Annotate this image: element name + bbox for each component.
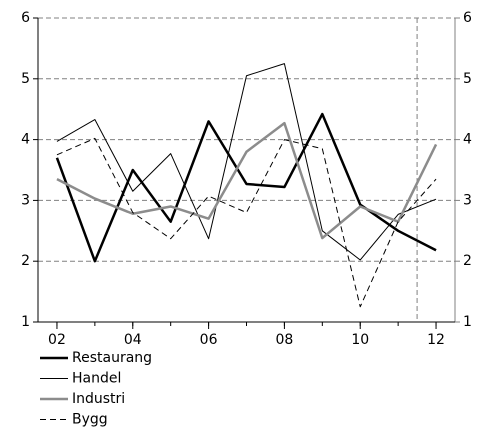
y-tick-label: 4 [21, 132, 30, 148]
y-tick-label: 3 [21, 192, 30, 208]
y2-tick-label: 6 [463, 10, 472, 26]
y-tick-label: 2 [21, 253, 30, 269]
legend-label: Industri [72, 391, 125, 407]
legend-label: Handel [72, 371, 121, 387]
legend-label: Bygg [72, 412, 108, 428]
x-tick-label: 06 [200, 332, 218, 348]
x-tick-label: 04 [124, 332, 142, 348]
y-tick-label: 1 [21, 314, 30, 330]
series-line [56, 137, 437, 308]
y2-tick-label: 4 [463, 132, 472, 148]
y-tick-label: 5 [21, 71, 30, 87]
x-tick-label: 02 [48, 332, 66, 348]
x-tick-label: 12 [427, 332, 445, 348]
legend-label: Restaurang [72, 350, 152, 366]
y2-tick-label: 1 [463, 314, 472, 330]
y2-tick-label: 5 [463, 71, 472, 87]
y2-tick-label: 2 [463, 253, 472, 269]
x-tick-label: 10 [351, 332, 369, 348]
series-line [55, 112, 437, 263]
y-tick-label: 6 [21, 10, 30, 26]
y2-tick-label: 3 [463, 192, 472, 208]
series-line [56, 121, 438, 240]
series-line [56, 63, 437, 261]
x-tick-label: 08 [275, 332, 293, 348]
